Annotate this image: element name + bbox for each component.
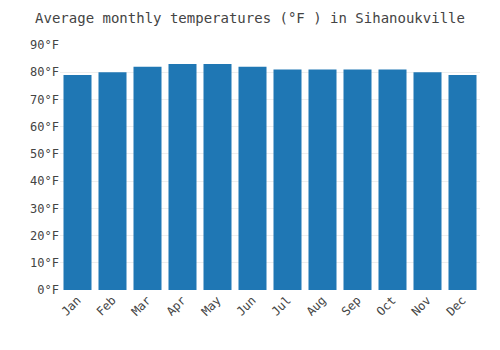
svg-text:Apr: Apr — [164, 293, 189, 318]
svg-text:Mar: Mar — [129, 293, 154, 318]
svg-text:20°F: 20°F — [30, 229, 59, 243]
svg-text:Jul: Jul — [269, 293, 294, 318]
svg-text:50°F: 50°F — [30, 147, 59, 161]
svg-text:Aug: Aug — [304, 293, 329, 318]
svg-text:0°F: 0°F — [37, 283, 59, 297]
svg-text:Jan: Jan — [59, 293, 84, 318]
svg-text:Feb: Feb — [94, 293, 119, 318]
svg-text:Oct: Oct — [374, 293, 399, 318]
svg-text:90°F: 90°F — [30, 38, 59, 52]
svg-text:Dec: Dec — [444, 293, 469, 318]
svg-text:40°F: 40°F — [30, 174, 59, 188]
svg-text:Jun: Jun — [234, 293, 259, 318]
svg-text:May: May — [199, 293, 224, 318]
svg-text:80°F: 80°F — [30, 65, 59, 79]
svg-text:10°F: 10°F — [30, 256, 59, 270]
svg-text:30°F: 30°F — [30, 202, 59, 216]
svg-text:60°F: 60°F — [30, 120, 59, 134]
svg-text:Nov: Nov — [409, 293, 434, 318]
svg-text:70°F: 70°F — [30, 93, 59, 107]
svg-text:Average monthly temperatures (: Average monthly temperatures (°F ) in Si… — [35, 10, 465, 26]
svg-text:Sep: Sep — [339, 293, 364, 318]
